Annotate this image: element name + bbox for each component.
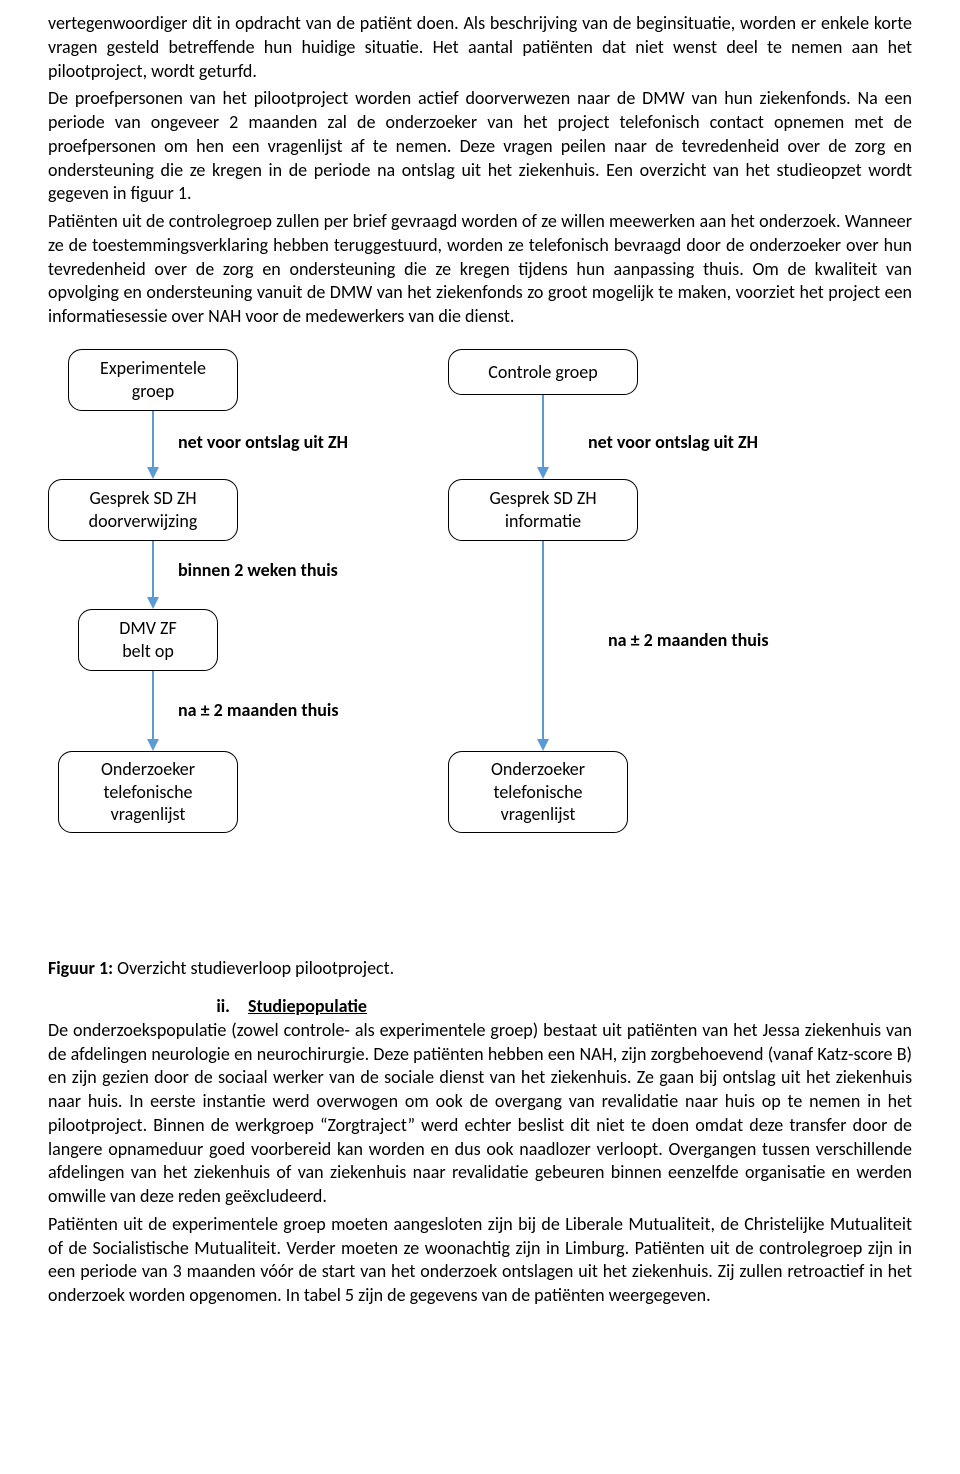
flow-edge-label: na ± 2 maanden thuis xyxy=(178,699,339,721)
flow-node-label: Gesprek SD ZH informatie xyxy=(489,487,596,532)
flow-arrow xyxy=(143,671,163,751)
paragraph-2: De proefpersonen van het pilootproject w… xyxy=(48,87,912,206)
paragraph-3: Patiënten uit de controlegroep zullen pe… xyxy=(48,210,912,329)
flow-node-exp-group: Experimentele groep xyxy=(68,349,238,411)
flow-node-gesprek-doorverwijzing: Gesprek SD ZH doorverwijzing xyxy=(48,479,238,541)
flow-edge-label: na ± 2 maanden thuis xyxy=(608,629,769,651)
flow-edge-label: binnen 2 weken thuis xyxy=(178,559,338,581)
page: vertegenwoordiger dit in opdracht van de… xyxy=(0,0,960,1336)
flow-edge-label: net voor ontslag uit ZH xyxy=(178,431,348,453)
flow-node-onderzoeker-right: Onderzoeker telefonische vragenlijst xyxy=(448,751,628,833)
flow-node-gesprek-informatie: Gesprek SD ZH informatie xyxy=(448,479,638,541)
figure-caption: Figuur 1: Overzicht studieverloop piloot… xyxy=(48,957,912,979)
flow-node-label: Gesprek SD ZH doorverwijzing xyxy=(89,487,198,532)
flow-node-onderzoeker-left: Onderzoeker telefonische vragenlijst xyxy=(58,751,238,833)
flow-node-controle-groep: Controle groep xyxy=(448,349,638,395)
flow-arrow xyxy=(143,541,163,609)
body2-paragraph-1: De onderzoekspopulatie (zowel controle- … xyxy=(48,1019,912,1209)
flow-node-label: DMV ZF belt op xyxy=(119,617,176,662)
flowchart-figure-1: Experimentele groep net voor ontslag uit… xyxy=(48,349,912,949)
flow-node-label: Onderzoeker telefonische vragenlijst xyxy=(101,758,195,826)
flow-node-label: Controle groep xyxy=(488,361,597,384)
flow-arrow xyxy=(143,411,163,479)
body2-paragraph-2: Patiënten uit de experimentele groep moe… xyxy=(48,1213,912,1308)
flow-node-label: Onderzoeker telefonische vragenlijst xyxy=(491,758,585,826)
subheading-number: ii. xyxy=(48,995,248,1017)
flow-arrow xyxy=(533,541,553,751)
flow-edge-label: net voor ontslag uit ZH xyxy=(588,431,758,453)
flow-arrow xyxy=(533,395,553,479)
paragraph-1: vertegenwoordiger dit in opdracht van de… xyxy=(48,12,912,83)
flow-node-dmv-zf: DMV ZF belt op xyxy=(78,609,218,671)
figure-caption-bold: Figuur 1: xyxy=(48,957,113,979)
subheading-title: Studiepopulatie xyxy=(248,995,367,1017)
flow-node-label: Experimentele groep xyxy=(100,357,206,402)
subheading: ii. Studiepopulatie xyxy=(48,995,912,1017)
figure-caption-text: Overzicht studieverloop pilootproject. xyxy=(113,957,394,979)
